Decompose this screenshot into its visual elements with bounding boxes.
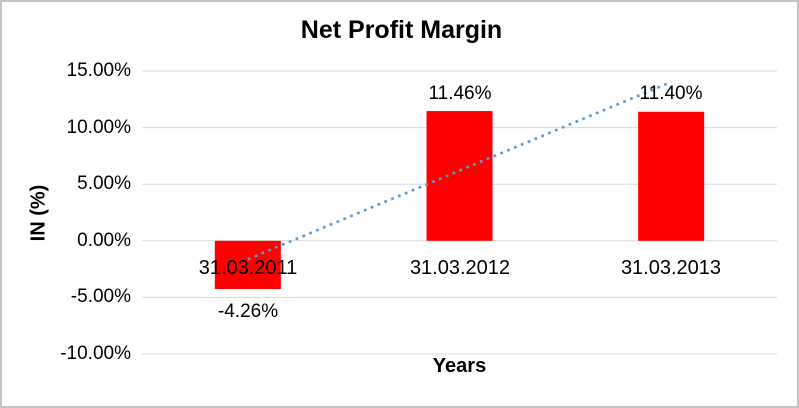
chart-title: Net Profit Margin — [300, 16, 503, 44]
y-tick-label: 0.00% — [77, 230, 131, 251]
bar-data-label: 11.40% — [639, 83, 703, 104]
y-tick-label: 5.00% — [77, 173, 131, 194]
x-category-label: 31.03.2011 — [198, 257, 298, 279]
y-tick-label: 15.00% — [66, 60, 131, 81]
y-tick-label: -5.00% — [70, 286, 131, 307]
x-category-label: 31.03.2013 — [620, 257, 722, 279]
trendline — [247, 80, 672, 261]
y-tick-label: 10.00% — [66, 117, 131, 138]
x-axis-title: Years — [432, 355, 487, 377]
bar-data-label: -4.26% — [217, 301, 279, 322]
x-category-label: 31.03.2012 — [409, 257, 511, 279]
y-tick-label: -10.00% — [60, 343, 131, 364]
bar — [426, 111, 493, 241]
bar-data-label: 11.46% — [428, 83, 492, 104]
bar — [638, 111, 705, 241]
